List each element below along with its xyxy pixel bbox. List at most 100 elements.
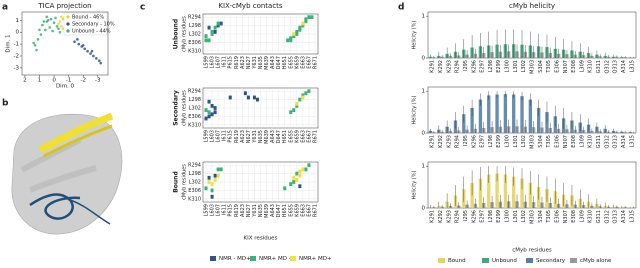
contact [292, 32, 296, 36]
contact [204, 186, 208, 191]
y-tick-label: L302 [189, 180, 201, 186]
x-tick-label: L302 [521, 210, 527, 222]
x-tick-label: K659 [294, 130, 300, 143]
contact [289, 36, 293, 41]
x-tick-label: E663 [300, 130, 306, 143]
x-tick-label: P615 [228, 56, 234, 69]
y-tick-label: E306 [188, 114, 201, 120]
x-tick-label: Q313 [613, 60, 619, 73]
x-tick-label: E308 [571, 210, 577, 223]
x-tick-label: N307 [563, 60, 569, 73]
x-tick-label: E667 [306, 204, 312, 217]
legend-swatch [570, 258, 577, 263]
point [86, 49, 89, 53]
x-tick-label: I295 [463, 135, 469, 146]
contact [213, 110, 217, 115]
x-tick-label: T305 [546, 135, 552, 149]
contact [295, 104, 299, 108]
bar [478, 178, 483, 208]
panel-label: b [2, 99, 9, 109]
x-tick-label: E306 [554, 60, 560, 73]
y-axis-label: Helicity (%) [412, 95, 418, 124]
protein-image [8, 108, 126, 240]
contact [204, 34, 208, 38]
legend-label: NMR - MD+ [219, 256, 251, 262]
x-tick-label: L309 [579, 135, 585, 147]
point [92, 54, 95, 58]
y-tick-label: -3 [14, 65, 20, 71]
y-tick-label: L298 [189, 97, 201, 103]
contact [216, 21, 220, 26]
x-tick-label: D647 [276, 204, 282, 217]
contact [304, 17, 308, 22]
x-tick-label: A623 [240, 204, 246, 217]
y-tick-label: 1 [16, 18, 20, 24]
x-tick-label: K292 [438, 135, 444, 148]
x-tick-label: K296 [471, 135, 477, 148]
plot-frame [21, 11, 109, 76]
point [60, 24, 63, 28]
y-tick-label: L298 [189, 23, 201, 29]
bar [487, 174, 491, 208]
y-tick-label: 0 [422, 56, 426, 62]
x-tick-label: E297 [480, 135, 486, 148]
x-tick-label: K291 [430, 60, 436, 73]
legend-label: Secondary - 10% [72, 22, 115, 28]
contact [289, 110, 293, 115]
x-tick-label: L603 [210, 130, 216, 142]
bar [528, 99, 532, 133]
x-axis-label: KIX residues [244, 236, 278, 242]
legend-label: Unbound [492, 258, 517, 264]
point [39, 33, 43, 36]
x-tick-label: N635 [258, 56, 264, 69]
contact [295, 32, 299, 36]
x-tick-label: A314 [621, 135, 627, 148]
panel-label: a [2, 3, 8, 13]
bar [528, 182, 532, 208]
x-tick-label: I611 [222, 130, 228, 141]
y-tick-label: L298 [189, 171, 201, 177]
legend-label: Unbound - 44% [72, 29, 111, 35]
x-tick-label: R671 [312, 56, 318, 69]
x-tick-label: M639 [264, 56, 270, 70]
y-tick-label: -2 [14, 53, 19, 59]
bar [462, 114, 466, 133]
y-tick-label: R294 [188, 89, 201, 95]
chart-title: TICA projection [37, 2, 91, 10]
x-tick-label: K659 [294, 56, 300, 69]
contact [207, 110, 211, 115]
bar [495, 94, 499, 133]
point [41, 23, 44, 27]
x-tick-label: K659 [294, 204, 300, 217]
chart-title: cMyb helicity [509, 2, 555, 10]
point [97, 59, 101, 63]
legend-marker [66, 29, 70, 33]
x-tick-label: K310 [588, 135, 594, 148]
x-tick-label: M639 [264, 204, 270, 218]
legend-label: Bound [448, 258, 466, 264]
x-tick-label: K291 [430, 210, 436, 223]
y-tick-label: 0 [422, 206, 426, 212]
x-tick-label: R294 [455, 60, 461, 73]
x-tick-label: S304 [538, 135, 544, 148]
contact [298, 27, 302, 32]
x-axis-label: cMyb residues [512, 248, 552, 254]
x-tick-label: K293 [446, 210, 452, 223]
contact [301, 167, 305, 172]
x-tick-label: L607 [216, 130, 222, 142]
contact [283, 186, 287, 191]
y-tick-label: E306 [188, 40, 201, 46]
x-tick-label: G311 [596, 135, 602, 148]
x-tick-label: K293 [446, 135, 452, 148]
contact [207, 175, 211, 180]
x-tick-label: E299 [496, 60, 502, 73]
point [73, 40, 76, 44]
contact [298, 184, 302, 189]
x-tick-label: M303 [530, 135, 536, 149]
point [36, 38, 40, 41]
contact [307, 163, 311, 168]
contact [204, 116, 208, 121]
x-tick-label: Q313 [613, 135, 619, 148]
x-tick-label: L298 [488, 60, 494, 72]
x-tick-label: A643 [270, 204, 276, 217]
